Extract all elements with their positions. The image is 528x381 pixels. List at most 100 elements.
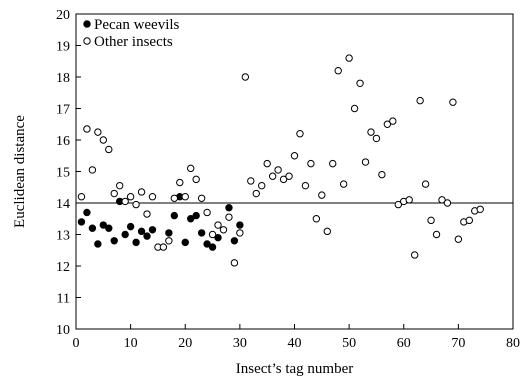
other-insect-point — [367, 128, 375, 136]
other-insect-point — [432, 230, 441, 239]
other-insect-point — [279, 175, 288, 184]
other-insect-point — [296, 130, 304, 138]
pecan-weevil-point — [110, 237, 118, 245]
data-points — [77, 54, 484, 267]
other-insect-point — [77, 193, 86, 201]
y-tick-label: 17 — [56, 103, 70, 118]
x-tick-label: 10 — [124, 336, 138, 351]
pecan-weevil-point — [165, 229, 173, 237]
y-tick-label: 19 — [56, 40, 70, 55]
other-insect-point — [356, 79, 364, 88]
other-insect-point — [405, 196, 413, 204]
other-insect-point — [105, 145, 113, 154]
other-insect-point — [394, 200, 402, 209]
other-insect-point — [159, 243, 168, 251]
other-insect-point — [225, 213, 233, 221]
x-tick-label: 30 — [233, 336, 247, 351]
other-insect-point — [290, 152, 299, 160]
other-insect-point — [116, 181, 124, 190]
x-tick-label: 0 — [73, 336, 80, 351]
y-tick-label: 12 — [56, 260, 70, 275]
other-insect-point — [137, 188, 146, 196]
other-insect-point — [361, 158, 370, 166]
y-tick-label: 16 — [56, 134, 70, 149]
pecan-weevil-point — [170, 211, 179, 220]
pecan-weevil-point — [192, 211, 200, 220]
pecan-weevil-point — [132, 238, 140, 247]
other-insect-point — [94, 128, 102, 136]
other-insect-point — [301, 181, 310, 190]
other-insect-point — [329, 159, 337, 168]
other-insect-point — [148, 193, 157, 201]
other-insect-point — [110, 189, 118, 198]
pecan-weevil-point — [187, 215, 195, 223]
other-insect-point — [219, 226, 228, 234]
other-insect-point — [443, 199, 452, 207]
other-insect-point — [132, 200, 140, 209]
pecan-weevil-point — [121, 230, 129, 239]
legend-label-other-insects: Other insects — [94, 34, 173, 50]
y-tick-label: 11 — [57, 292, 70, 307]
other-insect-point — [274, 166, 282, 174]
pecan-weevil-point — [99, 221, 108, 229]
y-axis-title: Euclidean distance — [12, 115, 28, 228]
x-tick-label: 20 — [178, 336, 192, 351]
x-tick-label: 60 — [397, 336, 411, 351]
other-insect-point — [258, 181, 266, 190]
other-insect-point — [421, 180, 430, 188]
pecan-weevil-point — [208, 243, 217, 251]
other-insect-point — [176, 178, 184, 187]
y-tick-label: 13 — [56, 229, 70, 244]
other-insect-point — [143, 210, 151, 218]
other-insect-point — [449, 98, 457, 106]
other-insect-point — [312, 215, 321, 223]
y-axis-ticks: 10 11 12 13 14 15 16 17 18 19 20 — [56, 8, 81, 338]
x-tick-label: 70 — [451, 336, 465, 351]
legend-marker-pecan-weevils — [83, 20, 91, 28]
other-insect-point — [187, 164, 195, 173]
other-insect-point — [121, 197, 129, 206]
x-tick-label: 40 — [288, 336, 302, 351]
x-tick-label: 80 — [506, 336, 520, 351]
other-insect-point — [465, 216, 473, 225]
pecan-weevil-point — [88, 224, 97, 232]
other-insect-point — [197, 194, 206, 202]
other-insect-point — [339, 180, 348, 188]
other-insect-point — [165, 237, 173, 245]
pecan-weevil-point — [77, 218, 86, 226]
other-insect-point — [383, 120, 392, 128]
other-insect-point — [230, 259, 239, 267]
pecan-weevil-point — [214, 233, 222, 242]
other-insect-point — [170, 194, 179, 202]
y-tick-label: 10 — [56, 323, 70, 338]
legend: Pecan weevils Other insects — [83, 17, 180, 50]
other-insect-point — [181, 193, 189, 201]
other-insect-point — [416, 96, 424, 105]
x-tick-label: 50 — [342, 336, 356, 351]
other-insect-point — [410, 251, 419, 259]
pecan-weevil-point — [197, 229, 206, 237]
other-insect-point — [268, 172, 277, 180]
other-insect-point — [83, 125, 91, 133]
legend-marker-other-insects — [83, 37, 91, 45]
other-insect-point — [345, 54, 353, 62]
other-insect-point — [214, 221, 222, 229]
other-insect-point — [99, 136, 108, 144]
other-insect-point — [389, 117, 397, 125]
y-tick-label: 14 — [56, 197, 70, 212]
y-tick-label: 15 — [56, 166, 70, 181]
other-insect-point — [334, 67, 342, 75]
pecan-weevil-point — [94, 240, 102, 248]
x-axis-title: Insect’s tag number — [236, 361, 353, 377]
other-insect-point — [88, 166, 97, 174]
pecan-weevil-point — [203, 240, 211, 248]
other-insect-point — [476, 205, 484, 214]
other-insect-point — [454, 235, 463, 243]
pecan-weevil-point — [83, 208, 91, 217]
other-insect-point — [263, 159, 271, 168]
other-insect-point — [307, 159, 315, 168]
other-insect-point — [378, 170, 386, 179]
other-insect-point — [126, 193, 135, 201]
other-insect-point — [241, 73, 250, 81]
